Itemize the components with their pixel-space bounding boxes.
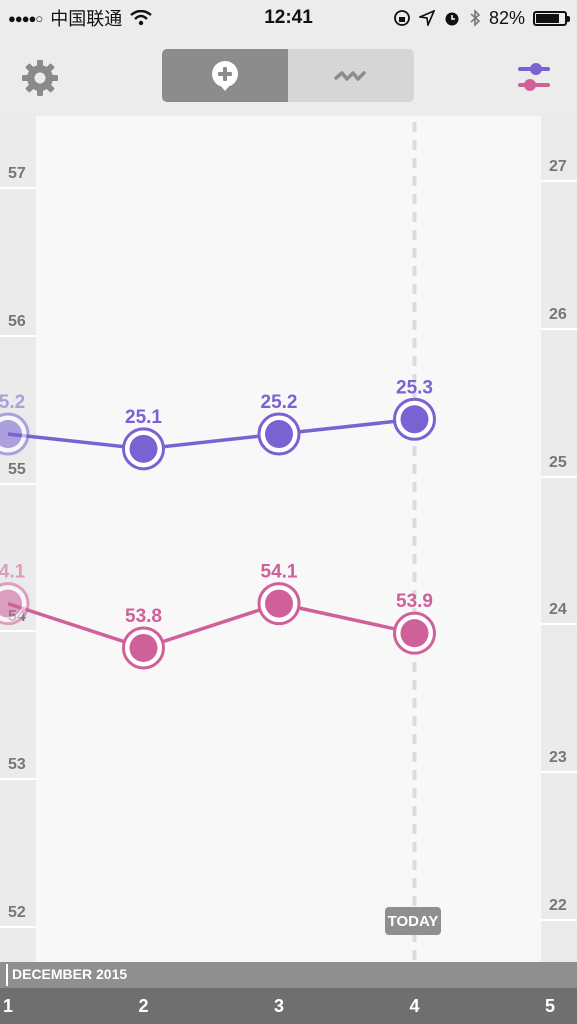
- right-tick-label: 27: [549, 158, 567, 175]
- right-tick-label: 25: [549, 453, 567, 471]
- battery-icon: [533, 10, 570, 26]
- rotation-lock-icon: [394, 10, 410, 26]
- today-marker: TODAY: [385, 907, 441, 935]
- bluetooth-icon: [470, 9, 481, 27]
- gear-icon[interactable]: [20, 58, 60, 98]
- month-bar-edge: [6, 964, 8, 986]
- right-tick-line: [541, 475, 577, 478]
- left-tick-line: [0, 334, 36, 337]
- day-label: 2: [138, 996, 149, 1016]
- right-tick-line: [541, 180, 577, 182]
- day-label: 5: [544, 996, 556, 1016]
- month-bar: DECEMBER 2015: [0, 962, 577, 988]
- wave-icon: [334, 70, 366, 81]
- alarm-icon: [445, 12, 459, 26]
- left-tick-line: [0, 926, 36, 928]
- add-entry-icon: [212, 60, 238, 91]
- day-label: 1: [2, 996, 14, 1016]
- left-tick-label: 55: [8, 460, 26, 478]
- signal-strength: ●●●●○: [8, 10, 43, 26]
- right-tick-line: [541, 771, 577, 774]
- view-toggle: [162, 49, 414, 102]
- left-tick-line: [0, 482, 36, 485]
- plot-area[interactable]: [36, 116, 541, 962]
- right-tick-label: 23: [549, 749, 567, 767]
- day-axis: 1 2 3 4 5: [0, 988, 577, 1024]
- left-tick-line: [0, 778, 36, 781]
- carrier-name: 中国联通: [50, 9, 123, 29]
- month-label: DECEMBER 2015: [12, 966, 128, 982]
- filter-sliders-icon[interactable]: [516, 58, 552, 96]
- status-bar: ●●●●○ 中国联通 12:41 82%: [0, 0, 577, 36]
- battery-percent: 82%: [488, 7, 525, 28]
- right-tick-label: 22: [549, 897, 567, 914]
- left-tick-line: [0, 630, 36, 633]
- add-entry-tab[interactable]: [162, 49, 288, 102]
- right-y-axis: 27 26 25 24 23 22: [541, 116, 577, 962]
- clock: 12:41: [264, 7, 313, 28]
- left-y-axis: 57 56 55 54 53 52: [0, 116, 36, 962]
- left-tick-label: 57: [8, 165, 26, 182]
- right-tick-line: [541, 919, 577, 921]
- left-tick-label: 53: [8, 756, 26, 774]
- left-tick-label: 52: [8, 904, 26, 921]
- right-tick-line: [541, 623, 577, 626]
- day-label: 4: [409, 996, 420, 1016]
- right-tick-label: 26: [549, 305, 567, 323]
- wifi-icon: [130, 10, 153, 26]
- right-tick-label: 24: [549, 601, 567, 619]
- trend-tab[interactable]: [288, 49, 414, 102]
- left-tick-label: 56: [8, 312, 26, 330]
- battery-level: [536, 13, 559, 23]
- left-tick-line: [0, 187, 36, 189]
- day-label: 3: [273, 996, 285, 1016]
- right-tick-line: [541, 327, 577, 330]
- location-icon: [418, 10, 435, 26]
- left-tick-label: 54: [8, 608, 26, 626]
